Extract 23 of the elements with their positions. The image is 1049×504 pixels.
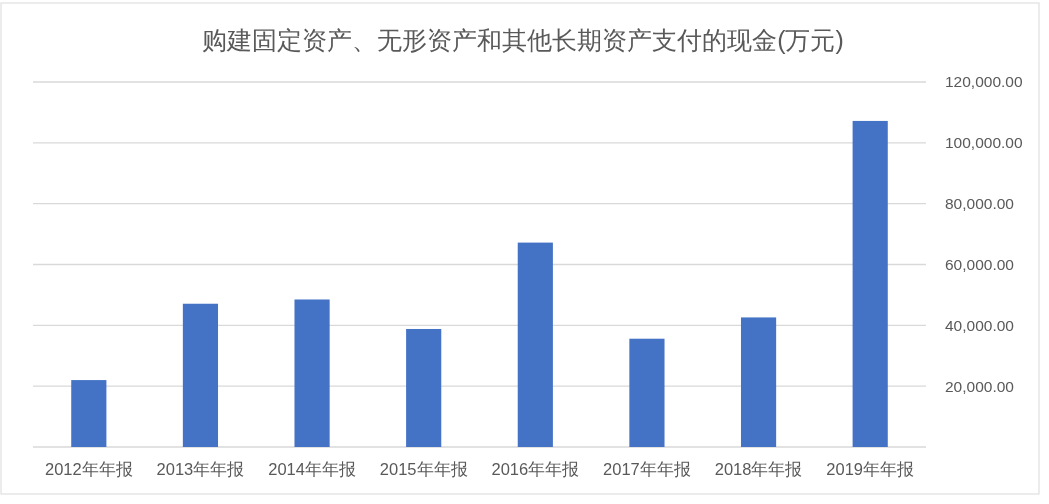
y-tick-label: 100,000.00 bbox=[945, 134, 1023, 152]
bar bbox=[629, 338, 665, 447]
bar bbox=[71, 380, 107, 447]
y-tick-label: 120,000.00 bbox=[945, 73, 1023, 91]
bar bbox=[294, 299, 330, 447]
y-tick-label: 20,000.00 bbox=[945, 377, 1015, 395]
x-tick-label: 2013年年报 bbox=[156, 460, 245, 478]
y-tick-label: 60,000.00 bbox=[945, 255, 1015, 273]
bar bbox=[740, 317, 777, 447]
bar bbox=[406, 328, 442, 447]
x-tick-label: 2015年年报 bbox=[379, 460, 468, 478]
x-tick-label: 2018年年报 bbox=[714, 460, 803, 478]
x-tick-label: 2017年年报 bbox=[603, 460, 691, 478]
y-tick-label: 80,000.00 bbox=[945, 195, 1015, 213]
bar bbox=[517, 242, 553, 447]
chart-title: 购建固定资产、无形资产和其他长期资产支付的现金(万元) bbox=[202, 26, 844, 54]
bar bbox=[852, 120, 888, 447]
x-tick-label: 2012年年报 bbox=[44, 460, 133, 478]
x-tick-label: 2014年年报 bbox=[268, 460, 356, 478]
x-tick-label: 2016年年报 bbox=[491, 460, 580, 478]
y-tick-label: 40,000.00 bbox=[945, 316, 1015, 334]
x-tick-label: 2019年年报 bbox=[826, 460, 915, 478]
bar bbox=[182, 303, 219, 447]
